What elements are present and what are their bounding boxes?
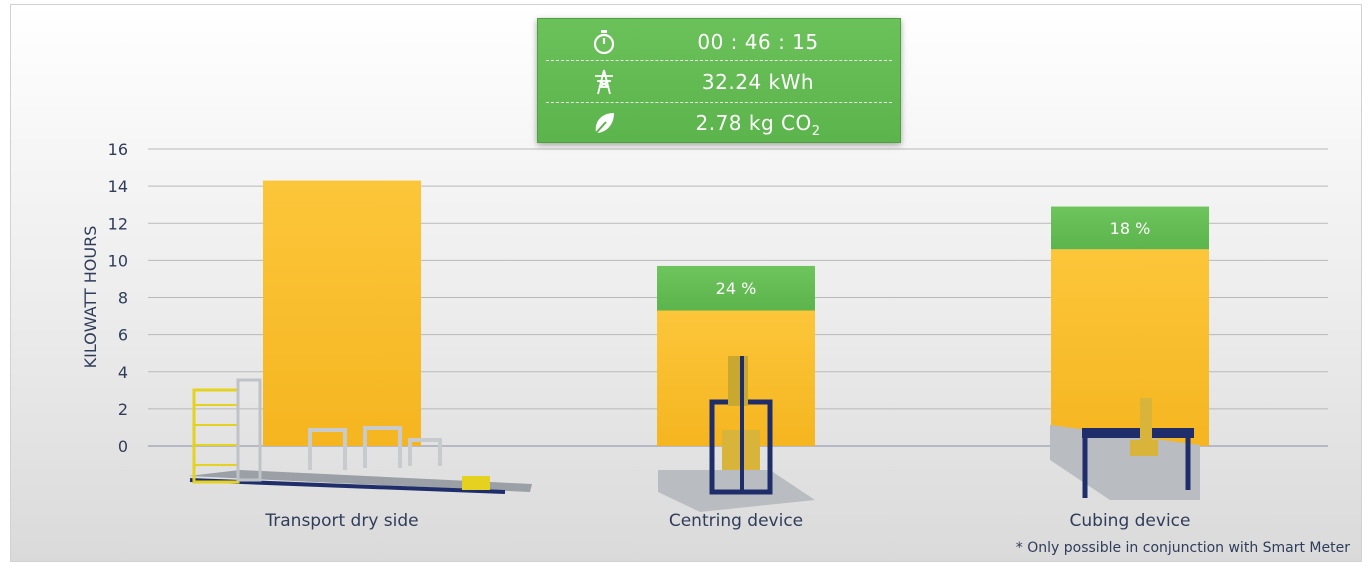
machine-illustration (658, 356, 815, 512)
bar-consumption (263, 180, 421, 446)
y-tick-label: 4 (118, 363, 128, 382)
y-tick-label: 2 (118, 400, 128, 419)
smart-meter-footnote: * Only possible in conjunction with Smar… (1015, 540, 1350, 556)
power-pylon-icon (595, 69, 613, 95)
savings-data-label: 18 % (1110, 219, 1151, 238)
bar-consumption (1051, 249, 1209, 446)
machine-illustration (188, 378, 532, 494)
co2-emission: 2.78 kg CO2 (695, 111, 821, 139)
y-tick-label: 12 (108, 214, 128, 233)
y-tick-label: 10 (108, 251, 128, 270)
stopwatch-icon (593, 30, 615, 55)
machine-illustration (1050, 398, 1200, 500)
savings-data-label: 24 % (716, 279, 757, 298)
y-tick-label: 16 (108, 140, 128, 159)
x-category-label: Cubing device (1070, 511, 1191, 531)
elapsed-time: 00 : 46 : 15 (697, 30, 819, 54)
y-axis-label: KILOWATT HOURS (81, 226, 100, 369)
divider (546, 102, 892, 103)
time-row: 00 : 46 : 15 (538, 21, 900, 62)
energy-row: 32.24 kWh (538, 61, 900, 102)
y-tick-label: 0 (118, 437, 128, 456)
y-tick-label: 6 (118, 326, 128, 345)
energy-consumption: 32.24 kWh (701, 70, 815, 94)
bar-savings (1051, 206, 1209, 250)
bar-savings (657, 265, 815, 311)
co2-row: 2.78 kg CO2 (538, 102, 900, 143)
x-category-label: Centring device (669, 511, 803, 531)
divider (546, 60, 892, 61)
y-tick-label: 8 (118, 289, 128, 308)
energy-summary-box: 00 : 46 : 15 32.24 kWh 2.78 kg CO2 (537, 18, 901, 143)
leaf-icon (595, 113, 614, 134)
y-tick-label: 14 (108, 177, 128, 196)
x-category-label: Transport dry side (264, 511, 418, 531)
